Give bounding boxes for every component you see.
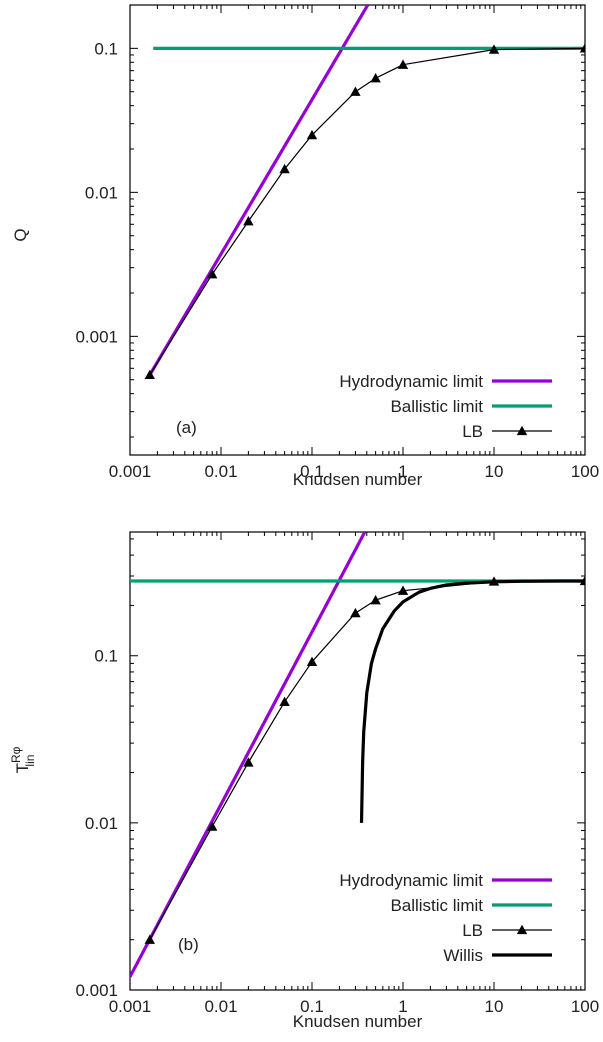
legend-label: Ballistic limit [390, 896, 483, 915]
y-axis-label-sub: lin [23, 755, 37, 767]
legend-label: LB [462, 921, 483, 940]
x-tick-label: 0.1 [300, 462, 324, 481]
lb-data-point [144, 934, 155, 944]
x-tick-label: 0.1 [300, 997, 324, 1016]
legend-label: Ballistic limit [390, 397, 483, 416]
lb-data-point [370, 594, 381, 605]
panel-label: (b) [178, 935, 199, 954]
legend-marker [516, 425, 528, 436]
series-group [144, 5, 585, 380]
panel-label: (a) [176, 418, 197, 437]
lb-data-point [350, 86, 361, 96]
lb-data-point [306, 656, 318, 666]
x-tick-label: 100 [571, 997, 599, 1016]
legend-label: Hydrodynamic limit [339, 372, 483, 391]
series-line-lb [149, 47, 585, 376]
y-axis-label-main: T [13, 763, 32, 773]
series-line-willis [359, 579, 585, 823]
lb-data-point [243, 216, 254, 226]
lb-data-point [279, 163, 290, 174]
lb-data-point [243, 757, 254, 767]
y-axis-label: Q [11, 228, 30, 241]
legend: Hydrodynamic limit Ballistic limit LB [339, 372, 552, 441]
y-tick-label: 0.001 [75, 981, 118, 1000]
x-tick-label: 0.001 [109, 997, 152, 1016]
lb-data-point [144, 369, 155, 380]
x-axis-label: Knudsen number [293, 470, 423, 489]
lb-data-point [579, 43, 585, 53]
lb-data-point [397, 585, 409, 595]
legend-label: Hydrodynamic limit [339, 871, 483, 890]
x-tick-label: 0.01 [204, 462, 237, 481]
x-tick-label: 10 [485, 997, 504, 1016]
series-line-hydrodynamic-limit [148, 5, 370, 376]
y-tick-label: 0.01 [85, 183, 118, 202]
legend-label: LB [462, 422, 483, 441]
x-tick-label: 0.001 [109, 462, 152, 481]
lb-data-point [350, 607, 361, 618]
lb-data-point [206, 269, 218, 279]
x-tick-label: 1 [398, 462, 407, 481]
y-axis-label-sup: Rφ [9, 746, 23, 763]
y-tick-label: 0.1 [94, 647, 118, 666]
legend: Hydrodynamic limit Ballistic limit LB Willi… [339, 871, 552, 965]
legend-marker [516, 924, 528, 935]
lb-data-point [488, 44, 500, 54]
y-axis-label: TRφlin [9, 746, 37, 773]
x-tick-label: 10 [485, 462, 504, 481]
lb-data-point [306, 129, 318, 140]
lb-data-point [206, 821, 218, 831]
series-line-hydrodynamic-limit [130, 532, 367, 978]
lb-data-point [370, 73, 381, 83]
y-tick-label: 0.001 [75, 327, 118, 346]
lb-data-point [279, 696, 290, 706]
x-tick-label: 0.01 [204, 997, 237, 1016]
x-axis-label: Knudsen number [293, 1012, 423, 1031]
x-tick-label: 1 [398, 997, 407, 1016]
y-tick-label: 0.1 [94, 39, 118, 58]
plot-frame [129, 531, 586, 991]
lb-data-point [397, 59, 409, 69]
x-tick-label: 100 [571, 462, 599, 481]
y-tick-label: 0.01 [85, 814, 118, 833]
legend-label: Willis [443, 946, 483, 965]
plot-frame [129, 4, 586, 456]
series-group [130, 532, 585, 978]
